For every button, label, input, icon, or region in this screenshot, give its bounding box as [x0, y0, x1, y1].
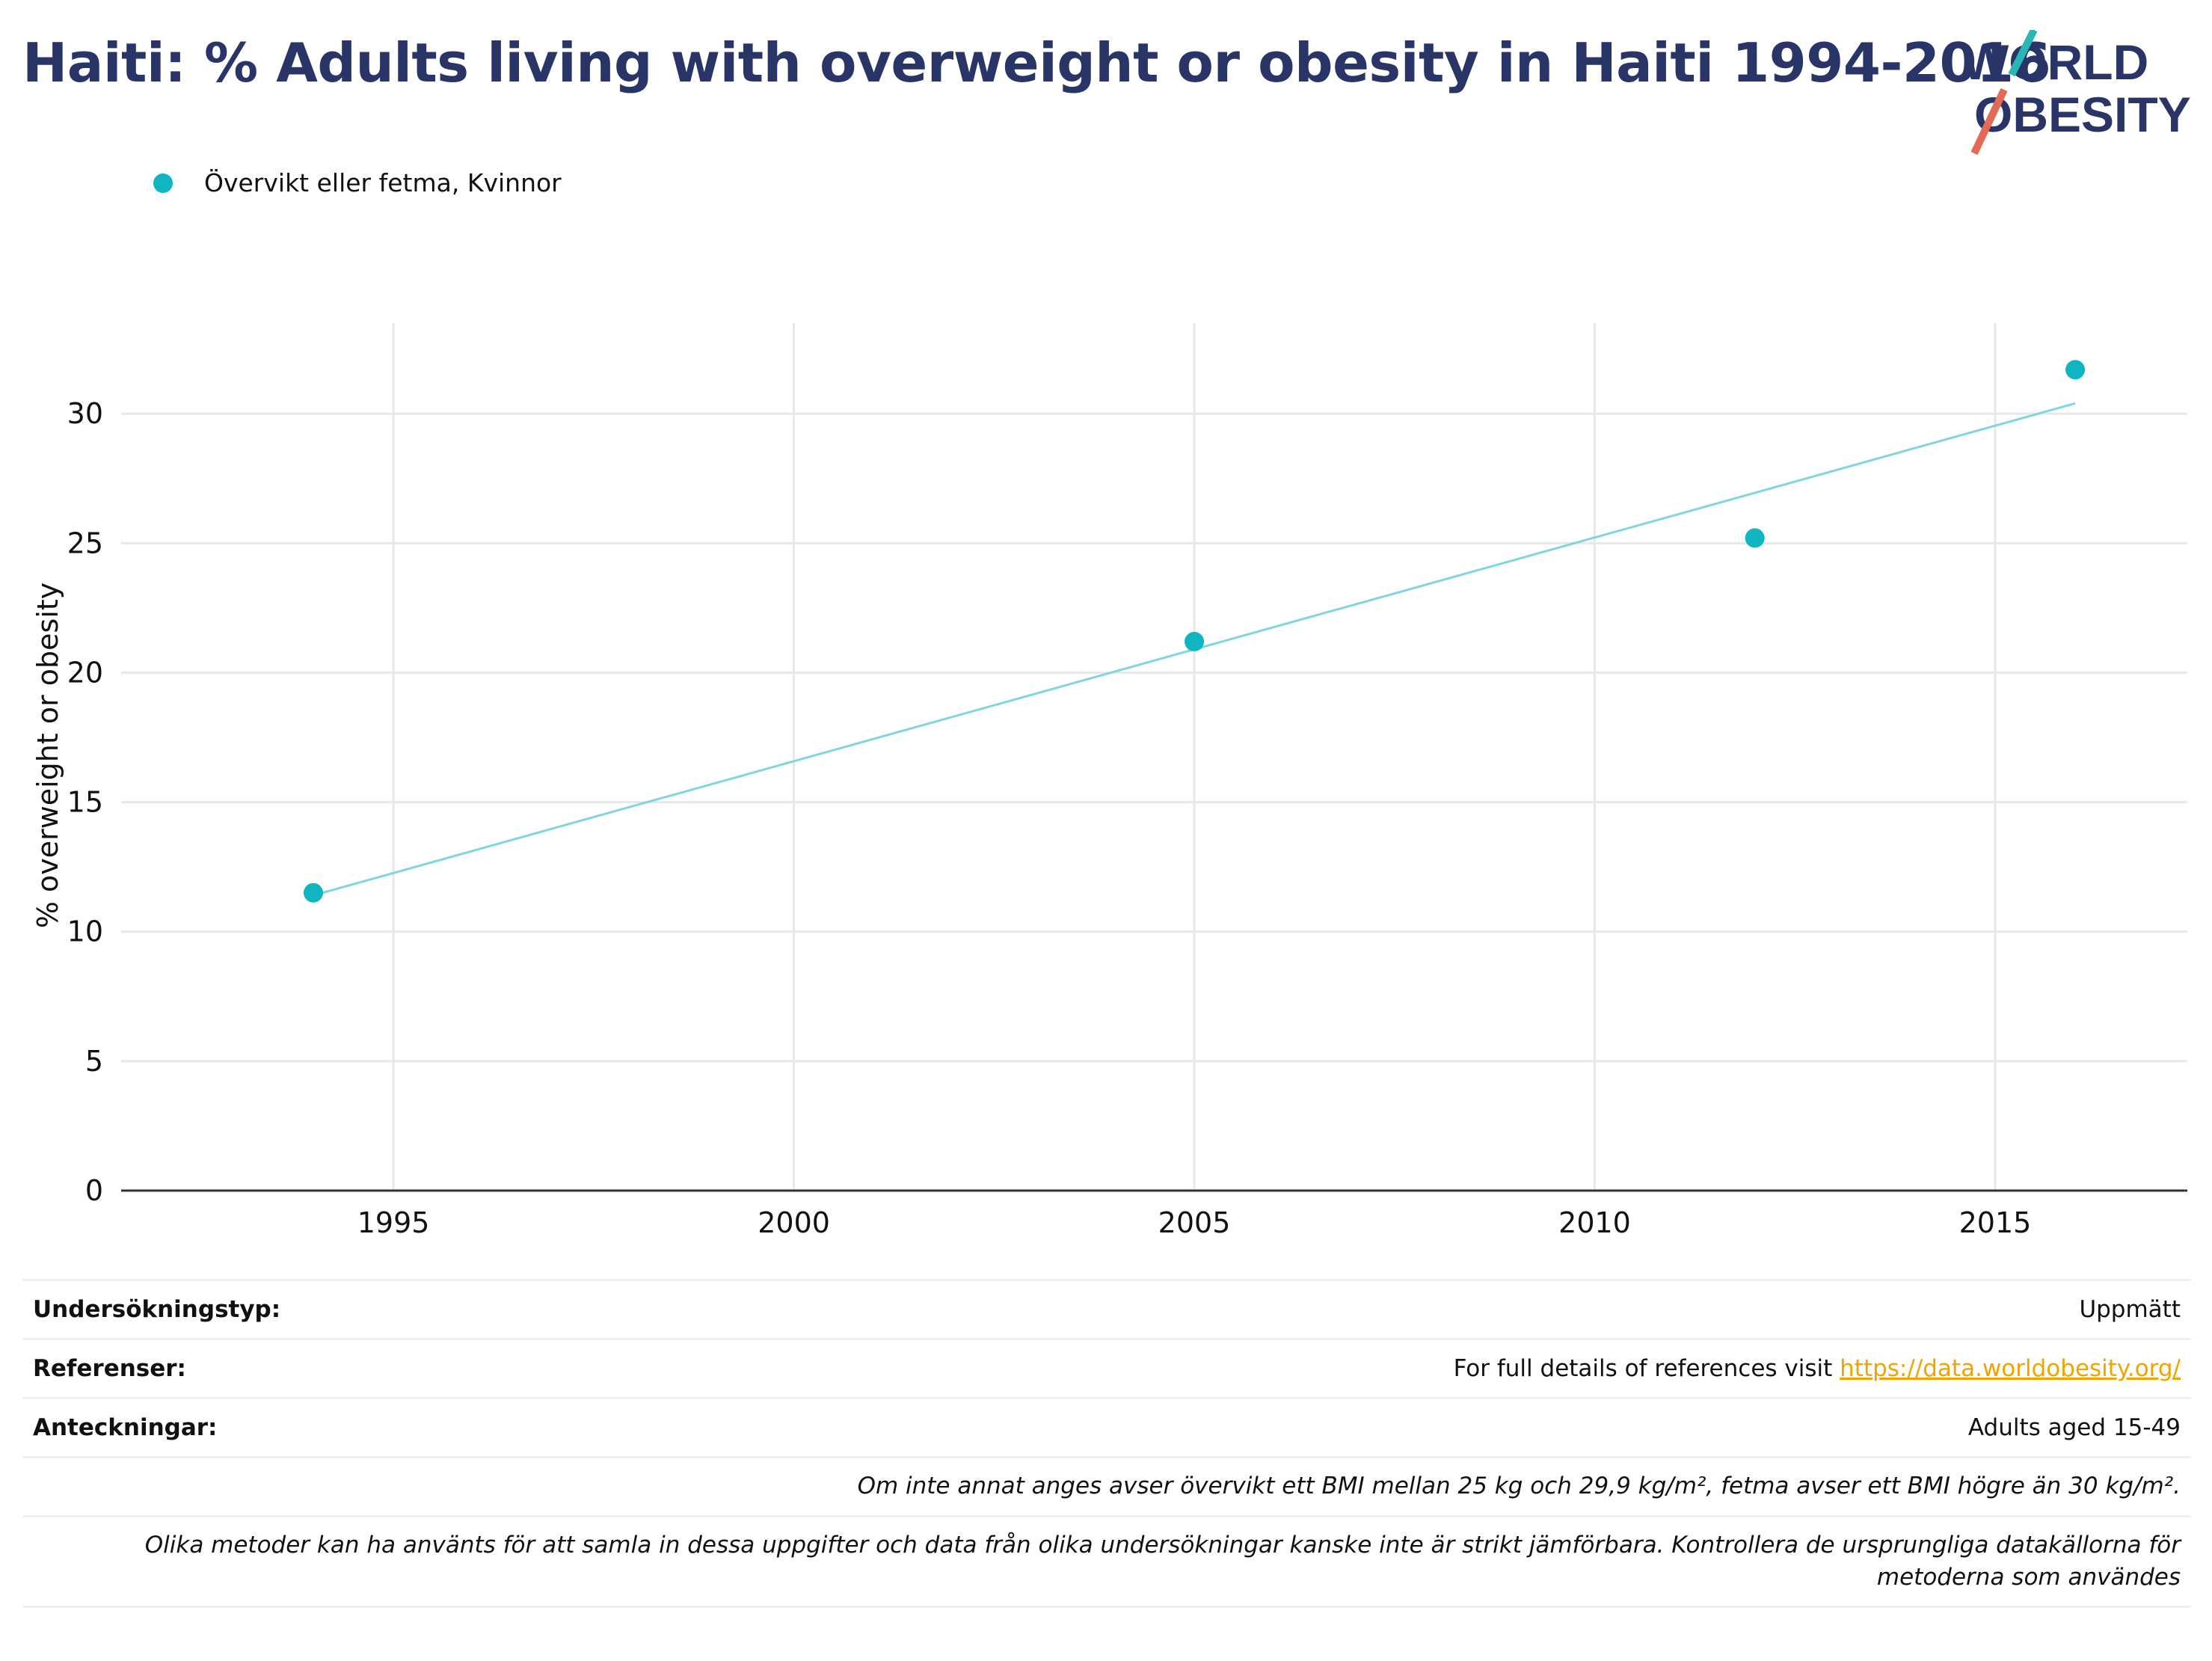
survey-type-row: Undersökningstyp: Uppmätt [22, 1279, 2191, 1338]
data-point [1185, 631, 1205, 651]
data-point [1745, 528, 1765, 548]
survey-type-label: Undersökningstyp: [33, 1296, 281, 1323]
data-point [2065, 360, 2086, 380]
references-link[interactable]: https://data.worldobesity.org/ [1840, 1355, 2181, 1382]
x-tick-label: 2010 [1558, 1206, 1631, 1239]
references-label: Referenser: [33, 1355, 186, 1382]
bmi-note-row: Om inte annat anges avser övervikt ett B… [22, 1456, 2191, 1515]
y-tick-label: 25 [67, 526, 103, 559]
y-tick-label: 10 [67, 915, 103, 948]
methods-note: Olika metoder kan ha använts för att sam… [144, 1531, 2181, 1591]
legend-label: Övervikt eller fetma, Kvinnor [204, 168, 562, 197]
chart-plot: 1995 2000 2005 2010 2015 0 5 10 15 20 25 30 [67, 323, 2187, 1239]
data-point [304, 882, 324, 903]
references-value: For full details of references visit htt… [1454, 1355, 2181, 1382]
info-table: Undersökningstyp: Uppmätt Referenser: Fo… [22, 1279, 2191, 1608]
y-tick-label: 5 [85, 1045, 103, 1078]
y-tick-label: 15 [67, 786, 103, 819]
x-tick-label: 1995 [357, 1206, 430, 1239]
x-tick-label: 2000 [758, 1206, 830, 1239]
references-text: For full details of references visit [1453, 1355, 1840, 1382]
notes-label: Anteckningar: [33, 1414, 218, 1441]
y-axis-label: % overweight or obesity [31, 582, 64, 929]
chart-title: Haiti: % Adults living with overweight o… [22, 31, 2051, 94]
svg-text:WORLD: WORLD [1962, 34, 2148, 90]
notes-value: Adults aged 15-49 [1967, 1414, 2181, 1441]
y-tick-label: 30 [67, 397, 103, 430]
y-tick-label: 0 [85, 1174, 103, 1207]
methods-note-row: Olika metoder kan ha använts för att sam… [22, 1515, 2191, 1608]
legend-marker-icon [153, 173, 173, 193]
y-tick-label: 20 [67, 656, 103, 689]
survey-type-value: Uppmätt [2079, 1296, 2181, 1323]
x-tick-label: 2005 [1158, 1206, 1231, 1239]
world-obesity-logo: WORLD OBESITY [1962, 30, 2191, 156]
chart-legend[interactable]: Övervikt eller fetma, Kvinnor [153, 168, 562, 197]
svg-text:OBESITY: OBESITY [1974, 87, 2191, 142]
bmi-note: Om inte annat anges avser övervikt ett B… [857, 1473, 2181, 1500]
notes-row: Anteckningar: Adults aged 15-49 [22, 1397, 2191, 1456]
references-row: Referenser: For full details of referenc… [22, 1338, 2191, 1397]
x-tick-label: 2015 [1959, 1206, 2032, 1239]
